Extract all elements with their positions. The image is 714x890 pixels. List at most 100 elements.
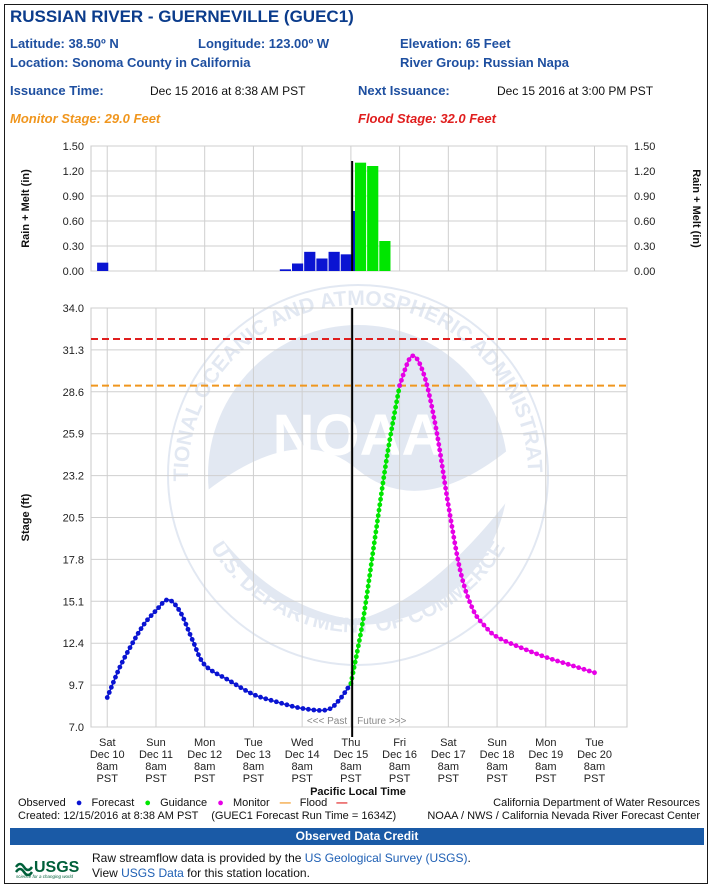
- stage-dot-observed-13: [135, 630, 141, 636]
- stage-dot-observed-57: [311, 707, 317, 713]
- precip-ytick-right-3: 0.90: [634, 191, 655, 203]
- stage-dot-observed-21: [164, 597, 169, 603]
- stage-dot-observed-53: [289, 703, 295, 709]
- stage-dot-guidance-10: [358, 627, 364, 633]
- stage-dot-monitor-74: [565, 661, 571, 667]
- xtick-tz-9: PST: [535, 773, 557, 785]
- stage-dot-guidance-47: [389, 426, 395, 432]
- xtick-tz-1: PST: [145, 773, 167, 785]
- xtick-tz-5: PST: [340, 773, 362, 785]
- stage-dot-guidance-22: [368, 562, 374, 567]
- stage-dot-observed-6: [117, 664, 123, 670]
- stage-dot-guidance-18: [365, 583, 371, 589]
- stage-dot-observed-59: [322, 707, 328, 713]
- stage-dot-observed-26: [181, 616, 187, 622]
- stage-dot-observed-65: [345, 685, 351, 691]
- monitor-stage-label: Monitor Stage: 29.0 Feet: [10, 111, 161, 126]
- stage-dot-observed-54: [295, 705, 300, 710]
- credit-line-1: Raw streamflow data is provided by the U…: [92, 851, 471, 865]
- stage-dot-monitor-78: [586, 668, 592, 674]
- stage-dot-guidance-6: [354, 648, 360, 654]
- stage-dot-monitor-66: [523, 647, 529, 653]
- stage-dot-monitor-28: [440, 469, 446, 475]
- stage-dot-monitor-53: [469, 604, 475, 610]
- next-issuance-label: Next Issuance:: [358, 83, 450, 98]
- stage-dot-monitor-33: [444, 496, 450, 502]
- legend-observed: Observed: [18, 797, 66, 809]
- stage-dot-monitor-60: [493, 633, 499, 639]
- xtick-day-3: Tue: [244, 737, 263, 749]
- stage-ytick-8: 28.6: [63, 387, 84, 399]
- future-label: Future >>>: [357, 716, 406, 727]
- xtick-date-7: Dec 17: [431, 749, 466, 761]
- location: Location: Sonoma County in California: [10, 55, 251, 70]
- stage-dot-observed-44: [243, 688, 248, 693]
- stage-dot-guidance-26: [371, 540, 377, 546]
- stage-dot-monitor-42: [453, 545, 459, 551]
- xtick-tz-2: PST: [194, 773, 216, 785]
- stage-dot-monitor-8: [417, 361, 423, 367]
- stage-dot-observed-45: [248, 690, 253, 696]
- river-group: River Group: Russian Napa: [400, 55, 570, 70]
- usgs-link[interactable]: US Geological Survey (USGS): [304, 851, 468, 865]
- stage-dot-guidance-41: [383, 458, 389, 464]
- stage-dot-monitor-49: [461, 583, 467, 589]
- stage-dot-observed-64: [342, 690, 348, 696]
- credit-line-1-prefix: Raw streamflow data is provided by the: [92, 851, 305, 865]
- stage-dot-monitor-36: [447, 513, 453, 518]
- stage-ytick-10: 34.0: [63, 303, 84, 315]
- usgs-data-link[interactable]: USGS Data: [121, 866, 184, 880]
- precip-ytick-left-4: 1.20: [63, 166, 84, 178]
- stage-dot-observed-3: [110, 679, 116, 685]
- xtick-tz-0: PST: [97, 773, 119, 785]
- stage-dot-monitor-50: [463, 588, 469, 594]
- stage-dot-observed-55: [300, 706, 306, 711]
- precip-ytick-right-0: 0.00: [634, 266, 655, 278]
- stage-dot-monitor-62: [503, 638, 509, 644]
- issuance-label: Issuance Time:: [10, 83, 104, 98]
- xtick-time-7: 8am: [438, 761, 459, 773]
- xtick-time-9: 8am: [535, 761, 556, 773]
- xtick-date-8: Dec 18: [480, 749, 515, 761]
- stage-ytick-4: 17.8: [63, 554, 84, 566]
- stage-dot-guidance-49: [391, 415, 397, 421]
- stage-dot-monitor-23: [436, 442, 442, 447]
- precip-bar-forecast-2: [379, 241, 391, 271]
- precip-ytick-right-2: 0.60: [634, 216, 655, 228]
- stage-dot-monitor-16: [429, 403, 435, 409]
- stage-dot-guidance-48: [390, 420, 396, 426]
- stage-dot-observed-35: [201, 661, 207, 667]
- stage-dot-monitor-64: [513, 643, 519, 649]
- stage-dot-monitor-45: [456, 562, 462, 567]
- stage-dot-monitor-69: [539, 653, 545, 659]
- observed-data-credit-bar: Observed Data Credit: [10, 828, 704, 845]
- precip-bar-forecast-1: [367, 166, 379, 271]
- latitude: Latitude: 38.50º N: [10, 36, 119, 51]
- legend-monitor: Monitor: [232, 797, 270, 809]
- xtick-time-1: 8am: [145, 761, 166, 773]
- precip-bar-observed-1: [279, 269, 291, 271]
- stage-ytick-2: 12.4: [63, 638, 84, 650]
- stage-dot-observed-49: [268, 697, 274, 703]
- stage-dot-monitor-14: [427, 393, 432, 398]
- stage-dot-monitor-40: [451, 534, 457, 540]
- xtick-date-2: Dec 12: [187, 749, 222, 761]
- precip-bar-observed-3: [304, 251, 316, 271]
- stage-dot-observed-41: [229, 679, 234, 685]
- stage-dot-observed-4: [113, 674, 118, 680]
- stage-dot-observed-61: [331, 703, 337, 708]
- legend-row: Observed ● Forecast ● Guidance ● Monitor…: [18, 797, 347, 809]
- stage-dot-monitor-59: [489, 630, 494, 636]
- stage-dot-guidance-34: [378, 496, 383, 502]
- stage-dot-guidance-20: [367, 572, 373, 578]
- xtick-day-2: Mon: [194, 737, 215, 749]
- usgs-logo-tagline: science for a changing world: [16, 874, 74, 879]
- elevation: Elevation: 65 Feet: [400, 36, 511, 51]
- xtick-date-3: Dec 13: [236, 749, 271, 761]
- stage-dot-observed-43: [238, 685, 244, 691]
- stage-dot-observed-31: [191, 642, 197, 647]
- stage-dot-monitor-46: [457, 567, 463, 573]
- stage-dot-monitor-22: [435, 436, 441, 442]
- stage-dot-guidance-29: [374, 524, 380, 529]
- precip-ylabel-right: Rain + Melt (in): [690, 169, 702, 248]
